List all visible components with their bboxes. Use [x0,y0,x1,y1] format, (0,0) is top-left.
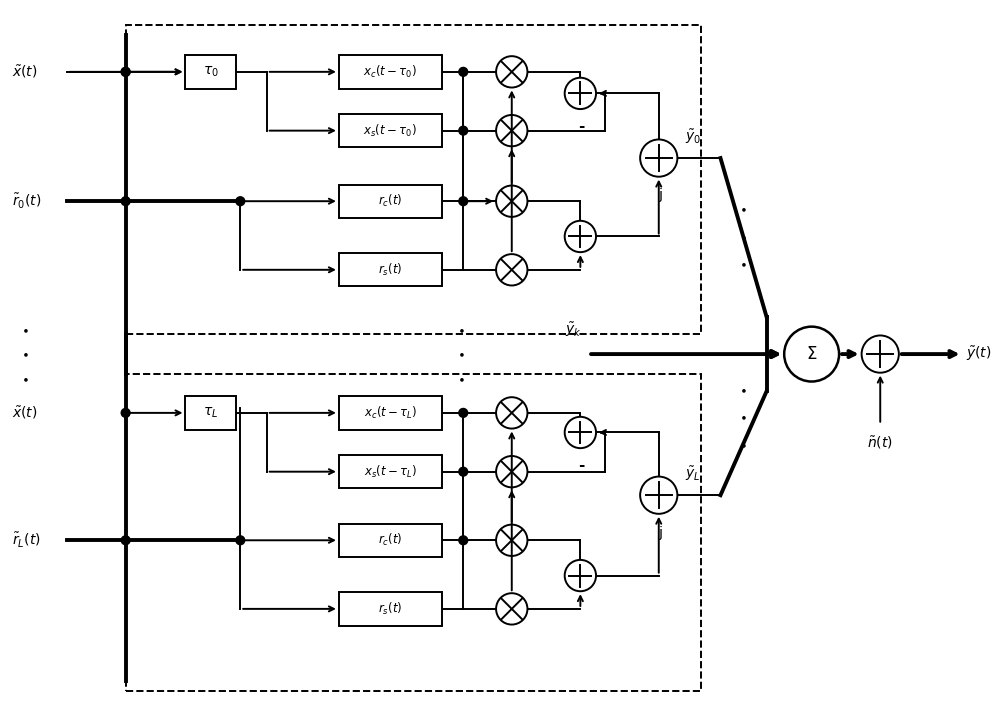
Circle shape [459,536,468,545]
Circle shape [496,185,527,217]
Circle shape [496,254,527,286]
Circle shape [459,126,468,135]
Text: $\bullet$: $\bullet$ [739,230,747,243]
Text: $\tilde{y}_k$: $\tilde{y}_k$ [565,321,582,339]
Text: $\bullet$: $\bullet$ [21,323,29,336]
Text: $\bullet$: $\bullet$ [739,258,747,271]
Text: $\tau_0$: $\tau_0$ [203,64,219,79]
Text: $\tau_L$: $\tau_L$ [203,406,218,420]
Text: $\bullet$: $\bullet$ [739,203,747,216]
Text: $\tilde{r}_L(t)$: $\tilde{r}_L(t)$ [12,531,41,550]
Text: $\bullet$: $\bullet$ [739,437,747,451]
Circle shape [640,140,677,177]
Text: -: - [578,458,585,473]
Text: $\tilde{x}(t)$: $\tilde{x}(t)$ [12,405,38,421]
Circle shape [496,397,527,429]
Text: $r_c(t)$: $r_c(t)$ [378,193,402,209]
Bar [185,396,236,430]
Bar [126,374,701,691]
Text: $x_c(t-\tau_0)$: $x_c(t-\tau_0)$ [363,64,417,80]
Bar [339,114,442,147]
Circle shape [121,67,130,76]
Circle shape [496,593,527,624]
Circle shape [496,115,527,146]
Circle shape [121,536,130,545]
Bar [339,523,442,557]
Bar [126,25,701,334]
Bar [185,55,236,89]
Circle shape [121,408,130,417]
Circle shape [640,477,677,514]
Text: $\tilde{n}(t)$: $\tilde{n}(t)$ [867,435,893,451]
Text: -: - [578,119,585,134]
Circle shape [496,456,527,488]
Circle shape [784,326,839,382]
Text: $r_s(t)$: $r_s(t)$ [378,262,402,278]
Bar [339,592,442,626]
Text: $\tilde{x}(t)$: $\tilde{x}(t)$ [12,64,38,80]
Bar [339,55,442,89]
Circle shape [459,67,468,76]
Text: $\bullet$: $\bullet$ [457,323,465,336]
Circle shape [565,417,596,448]
Text: j: j [658,188,662,203]
Bar [339,185,442,218]
Circle shape [236,536,245,545]
Text: $\bullet$: $\bullet$ [457,347,465,361]
Bar [339,455,442,488]
Circle shape [496,56,527,87]
Text: $\bullet$: $\bullet$ [21,372,29,385]
Text: $\bullet$: $\bullet$ [457,372,465,385]
Circle shape [565,221,596,252]
Circle shape [121,197,130,205]
Circle shape [565,560,596,591]
Text: $r_s(t)$: $r_s(t)$ [378,601,402,617]
Text: $\bullet$: $\bullet$ [739,383,747,396]
Text: $\tilde{r}_0(t)$: $\tilde{r}_0(t)$ [12,192,41,211]
Text: $x_s(t-\tau_L)$: $x_s(t-\tau_L)$ [364,464,417,480]
Text: $r_c(t)$: $r_c(t)$ [378,532,402,548]
Text: $x_c(t-\tau_L)$: $x_c(t-\tau_L)$ [364,405,417,421]
Circle shape [459,468,468,476]
Bar [339,396,442,430]
Text: $x_s(t-\tau_0)$: $x_s(t-\tau_0)$ [363,122,417,139]
Circle shape [862,336,899,373]
Circle shape [236,197,245,205]
Text: $\Sigma$: $\Sigma$ [806,345,817,363]
Circle shape [565,78,596,109]
Text: $\bullet$: $\bullet$ [739,410,747,423]
Circle shape [496,525,527,556]
Circle shape [121,67,130,76]
Bar [339,253,442,286]
Circle shape [459,408,468,417]
Text: $\tilde{y}_L$: $\tilde{y}_L$ [685,465,701,483]
Text: j: j [658,526,662,540]
Text: $\tilde{y}_0$: $\tilde{y}_0$ [685,127,701,146]
Circle shape [459,197,468,205]
Text: $\tilde{y}(t)$: $\tilde{y}(t)$ [966,345,991,364]
Text: $\bullet$: $\bullet$ [21,347,29,361]
